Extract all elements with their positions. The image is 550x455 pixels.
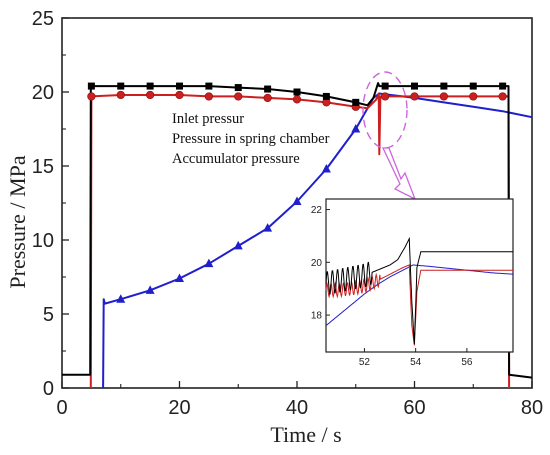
data-point-inlet (146, 82, 154, 90)
inset-chart: 52 54 56 18 20 22 (311, 198, 514, 368)
data-point-spring-chamber (175, 90, 184, 100)
inset-y-tick-label: 22 (311, 205, 323, 216)
data-point-inlet (440, 82, 448, 90)
data-point-spring-chamber (410, 92, 419, 101)
zoom-highlight-ellipse (362, 71, 408, 149)
main-series (62, 82, 533, 389)
inset-x-tick-label: 52 (359, 357, 371, 368)
main-ticks: 0 20 40 60 80 0 5 10 15 20 25 (32, 8, 543, 419)
data-point-spring-chamber (439, 92, 448, 101)
data-point-inlet (411, 82, 418, 90)
series-line-inlet (62, 82, 533, 379)
data-point-accumulator (351, 124, 361, 133)
x-tick-label: 0 (56, 397, 67, 419)
y-axis-title: Pressure / MPa (5, 155, 30, 288)
y-tick-label: 0 (43, 378, 54, 400)
data-point-inlet (469, 82, 477, 90)
data-point-spring-chamber (204, 92, 213, 101)
inset-series (325, 236, 514, 346)
data-point-spring-chamber (469, 92, 478, 101)
data-point-accumulator (116, 294, 126, 303)
data-point-inlet (205, 82, 213, 90)
data-point-inlet (293, 88, 301, 96)
zoom-callout (362, 71, 417, 201)
data-point-accumulator (204, 258, 214, 268)
data-point-accumulator (292, 196, 302, 206)
y-tick-label: 10 (32, 230, 54, 252)
data-point-inlet (176, 82, 183, 90)
zoom-arrow (381, 147, 417, 201)
y-tick-label: 5 (43, 304, 54, 326)
data-point-accumulator (321, 163, 331, 173)
data-point-accumulator (145, 285, 155, 294)
x-tick-label: 40 (286, 397, 308, 419)
data-point-inlet (117, 82, 125, 90)
inset-x-tick-label: 54 (410, 357, 422, 368)
data-point-inlet (352, 98, 360, 106)
data-point-accumulator (263, 223, 273, 232)
inset-series-line-inlet (325, 236, 513, 345)
data-point-spring-chamber (381, 92, 390, 101)
y-tick-label: 25 (32, 8, 54, 30)
data-point-accumulator (175, 273, 184, 282)
data-point-inlet (499, 82, 507, 90)
inset-ticks: 52 54 56 18 20 22 (311, 205, 473, 368)
inset-x-tick-label: 56 (461, 357, 473, 368)
inset-series-line-accumulator (325, 264, 514, 326)
data-point-spring-chamber (116, 90, 125, 100)
y-tick-label: 15 (32, 156, 54, 178)
y-tick-label: 20 (32, 82, 54, 104)
x-tick-label: 60 (403, 397, 425, 419)
legend-entry-inlet: Inlet pressur (172, 111, 244, 127)
inset-y-tick-label: 18 (311, 311, 323, 322)
data-point-spring-chamber (263, 93, 272, 103)
inset-series-line-spring-chamber (325, 263, 513, 346)
data-point-spring-chamber (146, 90, 155, 100)
data-point-inlet (234, 84, 242, 92)
data-point-spring-chamber (498, 92, 507, 101)
legend-entry-accumulator: Accumulator pressure (172, 151, 300, 167)
data-point-spring-chamber (292, 95, 302, 104)
x-tick-label: 20 (168, 397, 190, 419)
legend-entry-spring-chamber: Pressure in spring chamber (172, 131, 330, 147)
inset-y-tick-label: 20 (311, 258, 323, 269)
data-point-spring-chamber (87, 92, 96, 101)
x-tick-label: 80 (521, 397, 543, 419)
data-point-inlet (87, 82, 95, 90)
legend: Inlet pressur Pressure in spring chamber… (172, 111, 330, 167)
data-point-inlet (381, 82, 389, 90)
data-point-spring-chamber (234, 92, 243, 101)
data-point-inlet (322, 92, 330, 100)
x-axis-title: Time / s (270, 422, 341, 447)
data-point-accumulator (233, 240, 243, 250)
data-point-inlet (264, 85, 272, 93)
